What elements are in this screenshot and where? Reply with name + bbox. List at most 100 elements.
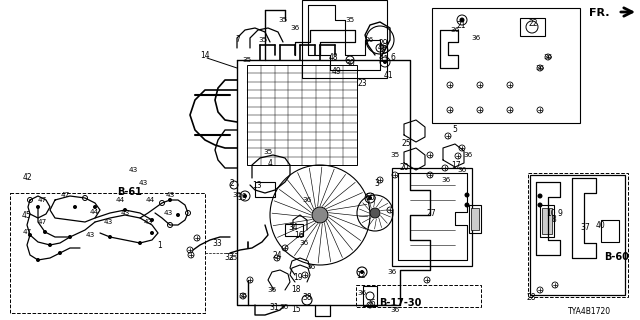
Text: 14: 14 — [200, 51, 210, 60]
Circle shape — [460, 18, 465, 22]
Text: 31: 31 — [269, 303, 279, 313]
Text: 36: 36 — [280, 304, 289, 310]
Text: 18: 18 — [291, 285, 301, 294]
Text: 29: 29 — [378, 38, 388, 47]
Bar — [285, 224, 303, 236]
Text: 43: 43 — [143, 219, 152, 225]
Bar — [255, 182, 275, 197]
Text: 43: 43 — [129, 167, 138, 173]
Text: 6: 6 — [390, 53, 396, 62]
Text: 36: 36 — [543, 54, 552, 60]
Text: 22: 22 — [528, 19, 538, 28]
Bar — [528, 173, 628, 297]
Circle shape — [36, 205, 40, 209]
Text: 36: 36 — [300, 240, 308, 246]
Circle shape — [73, 205, 77, 209]
Text: 4: 4 — [268, 158, 273, 167]
Bar — [392, 168, 472, 266]
Text: 44: 44 — [115, 197, 125, 203]
Text: 27: 27 — [426, 209, 436, 218]
Bar — [520, 18, 545, 36]
Text: 35: 35 — [232, 192, 242, 198]
Text: 44: 44 — [90, 209, 99, 215]
Text: 28: 28 — [526, 293, 536, 302]
Circle shape — [150, 231, 154, 235]
Text: 3: 3 — [374, 179, 380, 188]
Circle shape — [58, 251, 62, 255]
Text: 50: 50 — [365, 194, 375, 203]
Text: 2: 2 — [230, 179, 234, 188]
Text: 43: 43 — [138, 180, 148, 186]
Text: 16: 16 — [294, 230, 304, 239]
Text: 42: 42 — [22, 173, 32, 182]
Bar — [432, 8, 580, 123]
Circle shape — [108, 235, 112, 239]
Text: 19: 19 — [293, 274, 303, 283]
Text: 33: 33 — [212, 238, 222, 247]
Text: 24: 24 — [272, 252, 282, 260]
Circle shape — [243, 194, 247, 198]
Bar — [542, 208, 552, 234]
Text: 43: 43 — [165, 192, 175, 198]
Text: 35: 35 — [278, 17, 287, 23]
Text: 36: 36 — [307, 264, 316, 270]
Circle shape — [370, 208, 380, 218]
Text: 20: 20 — [399, 164, 409, 172]
Text: 44: 44 — [145, 197, 155, 203]
Circle shape — [538, 203, 543, 207]
Circle shape — [538, 194, 543, 198]
Text: 23: 23 — [357, 78, 367, 87]
Circle shape — [368, 196, 372, 200]
Text: 15: 15 — [291, 306, 301, 315]
Text: 47: 47 — [37, 219, 47, 225]
Text: 35: 35 — [228, 255, 237, 261]
Text: 36: 36 — [364, 37, 374, 43]
Text: 38: 38 — [302, 293, 312, 302]
Text: 36: 36 — [442, 177, 451, 183]
Text: 34: 34 — [288, 223, 298, 233]
Text: 47: 47 — [22, 229, 31, 235]
Text: 21: 21 — [456, 20, 466, 29]
Bar — [363, 286, 377, 306]
Circle shape — [383, 60, 387, 64]
Text: TYA4B1720: TYA4B1720 — [568, 308, 612, 316]
Text: 35: 35 — [259, 37, 268, 43]
Circle shape — [150, 218, 154, 222]
Bar — [356, 285, 481, 307]
Text: 48: 48 — [328, 52, 338, 61]
Text: 37: 37 — [580, 223, 590, 233]
Text: 12: 12 — [356, 271, 365, 281]
Text: 39: 39 — [237, 194, 247, 203]
Circle shape — [28, 233, 32, 237]
Text: B-60: B-60 — [605, 252, 629, 262]
Text: 49: 49 — [331, 68, 341, 76]
Text: 36: 36 — [390, 307, 399, 313]
Circle shape — [93, 205, 97, 209]
Text: 35: 35 — [390, 152, 399, 158]
Text: 47: 47 — [60, 192, 70, 198]
Text: 40: 40 — [595, 220, 605, 229]
Bar — [530, 175, 625, 295]
Text: 43: 43 — [85, 232, 95, 238]
Text: 25: 25 — [401, 139, 411, 148]
Circle shape — [312, 207, 328, 223]
Text: 36: 36 — [387, 269, 397, 275]
Text: 45: 45 — [22, 211, 32, 220]
Circle shape — [168, 198, 172, 202]
Text: 10: 10 — [546, 209, 556, 218]
Text: 47: 47 — [37, 197, 47, 203]
Text: 43: 43 — [104, 219, 113, 225]
Text: 36: 36 — [302, 197, 312, 203]
Text: 9: 9 — [557, 209, 563, 218]
Text: 32: 32 — [224, 253, 234, 262]
Bar — [601, 220, 619, 242]
Text: 35: 35 — [346, 17, 355, 23]
Text: 36: 36 — [451, 27, 460, 33]
Text: 30: 30 — [345, 59, 355, 68]
Circle shape — [465, 203, 470, 207]
Text: 8: 8 — [552, 215, 556, 225]
Text: 36: 36 — [458, 167, 467, 173]
Text: 11: 11 — [380, 55, 388, 65]
Bar — [302, 0, 387, 78]
Circle shape — [360, 270, 364, 274]
